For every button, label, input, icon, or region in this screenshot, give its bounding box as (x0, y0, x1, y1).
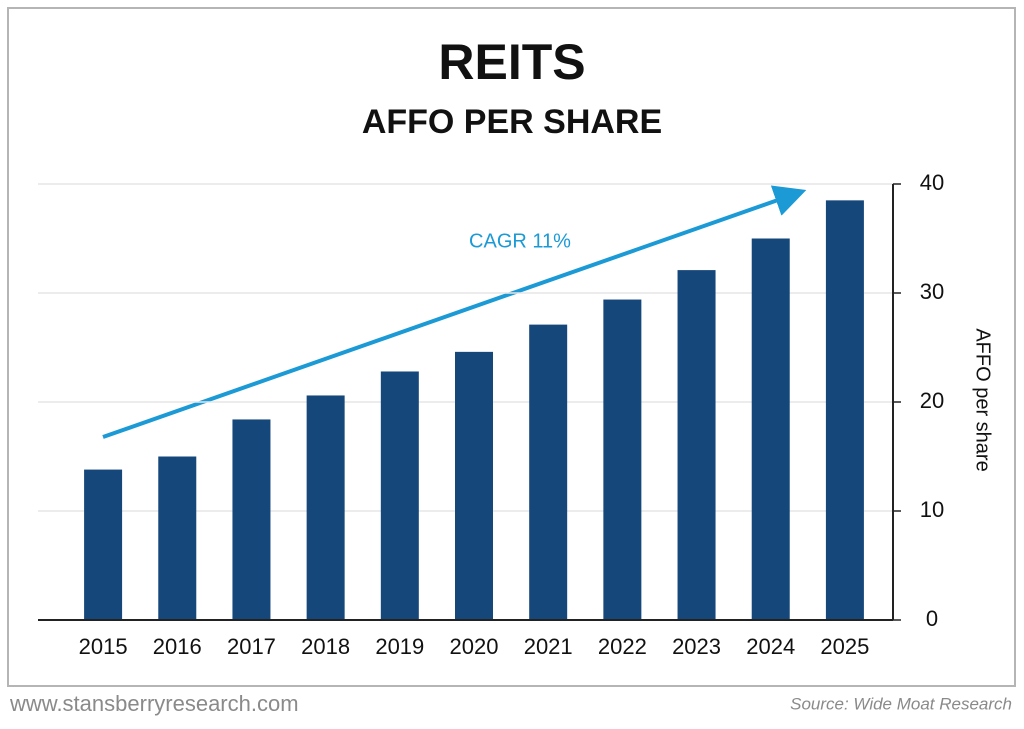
bar (825, 200, 864, 620)
trend-arrow (102, 185, 807, 439)
bar (84, 469, 123, 620)
y-axis-label: AFFO per share (972, 328, 994, 471)
bar (306, 395, 345, 620)
x-tick-label: 2021 (524, 634, 573, 659)
frame (7, 7, 1016, 687)
y-tick-label: 20 (920, 388, 944, 413)
y-tick-label: 10 (920, 497, 944, 522)
x-tick-label: 2025 (820, 634, 869, 659)
chart-subtitle: AFFO PER SHARE (362, 103, 662, 141)
bar (751, 238, 790, 620)
x-tick-label: 2020 (450, 634, 499, 659)
bar (158, 456, 197, 620)
bar (455, 351, 493, 620)
x-tick-label: 2022 (598, 634, 647, 659)
x-tick-label: 2017 (227, 634, 276, 659)
y-tick-label: 40 (920, 170, 944, 195)
website: www.stansberryresearch.com (9, 691, 299, 716)
x-tick-label: 2016 (153, 634, 202, 659)
x-tick-label: 2018 (301, 634, 350, 659)
bar (529, 324, 568, 620)
x-tick-label: 2023 (672, 634, 721, 659)
chart-title: REITS (438, 34, 585, 90)
x-tick-label: 2019 (375, 634, 424, 659)
y-tick-label: 0 (926, 606, 938, 631)
annotation: CAGR 11% (469, 230, 571, 252)
bar (677, 270, 716, 620)
x-tick-label: 2024 (746, 634, 795, 659)
x-tick-label: 2015 (79, 634, 128, 659)
bar (232, 419, 271, 620)
bar (603, 299, 642, 620)
source: Source: Wide Moat Research (790, 694, 1012, 713)
y-tick-label: 30 (920, 279, 944, 304)
bar (380, 371, 419, 620)
